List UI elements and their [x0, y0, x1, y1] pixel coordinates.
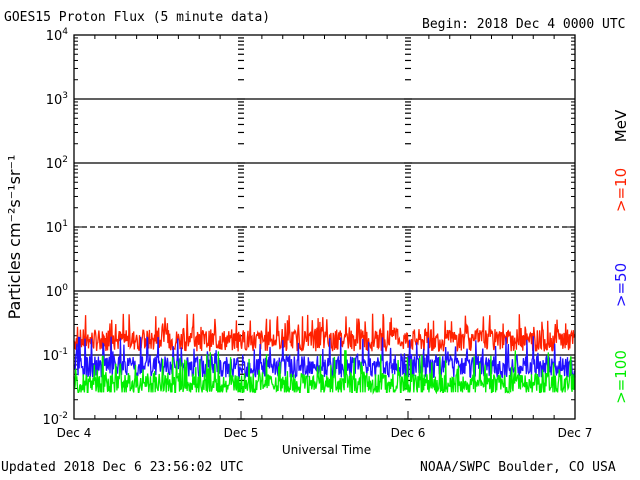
y-tick-label: 10-1 — [42, 347, 68, 364]
legend-label: >=10 — [612, 168, 630, 212]
updated-timestamp: Updated 2018 Dec 6 23:56:02 UTC — [1, 460, 244, 475]
y-tick-label: 100 — [46, 283, 69, 300]
x-tick-label: Dec 6 — [391, 426, 426, 440]
legend-label: >=100 — [612, 350, 630, 404]
y-axis-title: Particles cm⁻²s⁻¹sr⁻¹ — [5, 155, 24, 320]
x-tick-label: Dec 7 — [558, 426, 593, 440]
y-tick-label: 104 — [46, 27, 69, 44]
y-tick-label: 102 — [46, 155, 68, 172]
x-tick-label: Dec 4 — [57, 426, 92, 440]
series-line->=100 — [73, 350, 576, 395]
y-tick-label: 103 — [46, 91, 68, 108]
y-tick-label: 101 — [46, 219, 68, 236]
x-tick-label: Dec 5 — [224, 426, 259, 440]
y-tick-label: 10-2 — [42, 411, 68, 428]
x-axis-title: Universal Time — [282, 443, 371, 457]
credit-text: NOAA/SWPC Boulder, CO USA — [420, 460, 616, 475]
legend-label: MeV — [612, 109, 630, 142]
chart-title: GOES15 Proton Flux (5 minute data) — [4, 10, 271, 25]
series-line->=10 — [73, 313, 576, 352]
legend-label: >=50 — [612, 263, 630, 307]
begin-time: Begin: 2018 Dec 4 0000 UTC — [422, 17, 626, 32]
